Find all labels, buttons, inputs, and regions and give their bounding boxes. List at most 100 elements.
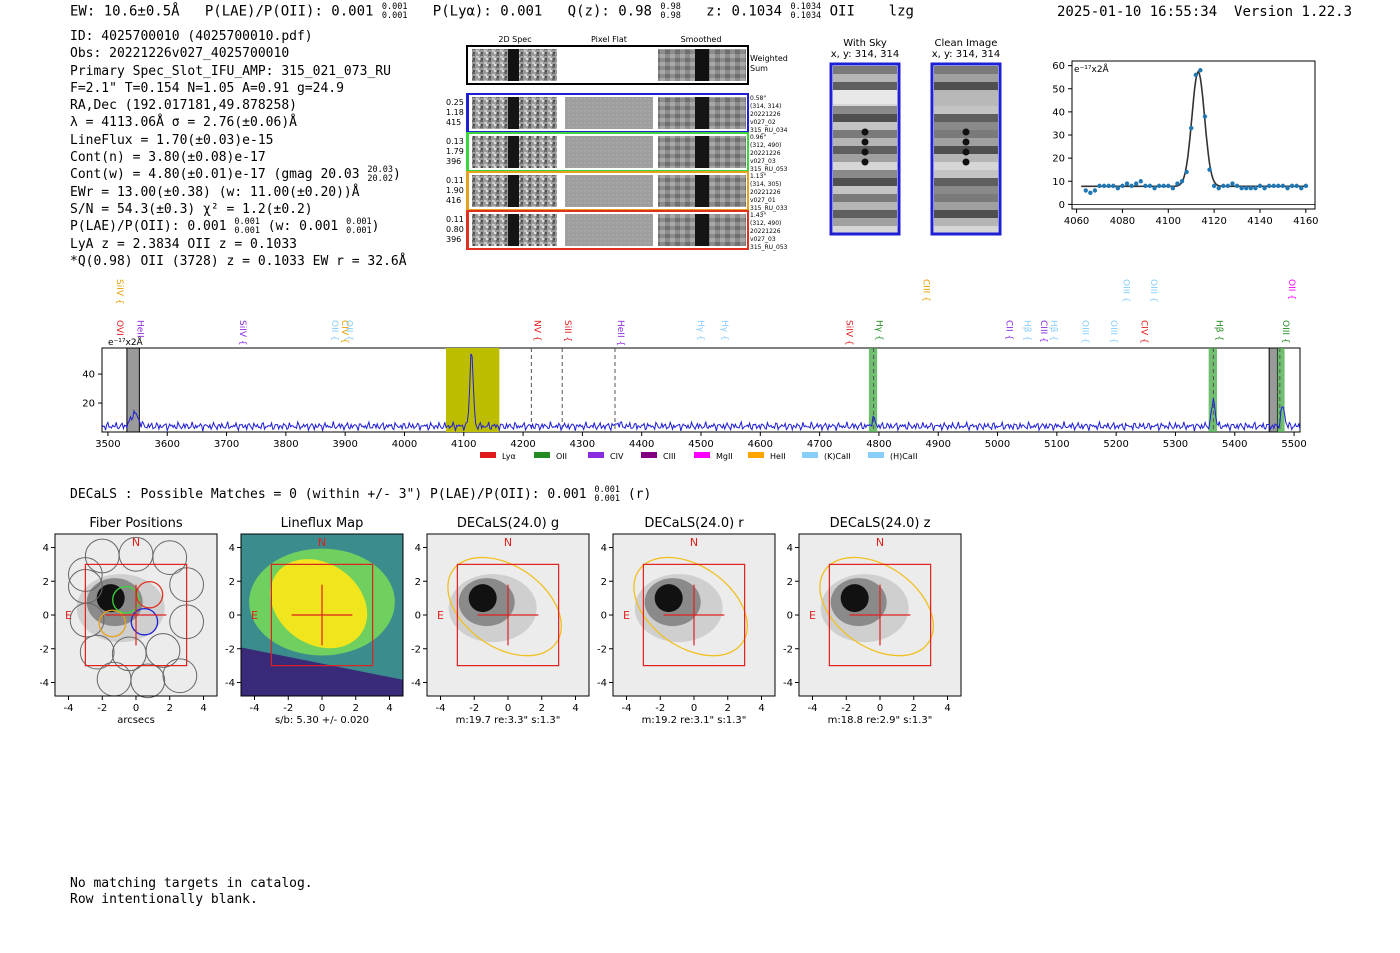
north-label: N	[132, 536, 140, 549]
clean-source	[962, 158, 970, 166]
fit-ytick-label: 10	[1052, 177, 1065, 188]
fit-data-point	[1248, 185, 1254, 191]
plae-lo: 0.001	[381, 10, 408, 21]
cutout-right-label: v027_02	[750, 119, 776, 126]
search-box	[84, 563, 188, 667]
panel-title: DECaLS(24.0) r	[644, 516, 744, 531]
east-label: E	[437, 609, 444, 622]
fit-data-point	[1294, 183, 1299, 189]
sky-strip	[833, 178, 897, 186]
cutout-right-label: 315_RU_033	[750, 205, 788, 212]
spec-line-band	[1208, 348, 1217, 432]
galaxy-core	[840, 584, 869, 613]
withsky-frame	[829, 62, 901, 236]
legend-label: CIV	[610, 452, 624, 461]
spec-xtick-label: 3700	[214, 439, 239, 450]
panel-xtick-label: -4	[250, 703, 260, 714]
panel-xtick-label: -2	[469, 703, 479, 714]
galaxy-core	[468, 584, 497, 613]
fiber-position	[98, 609, 127, 638]
spec-line-label-top: CIII {	[920, 279, 930, 302]
sky-source	[861, 138, 869, 146]
cutout-right-label: v027_03	[750, 236, 776, 243]
panel-xtick-label: 0	[319, 703, 325, 714]
panel-ytick-label: -4	[411, 678, 421, 689]
panel-xtick-label: -4	[64, 703, 74, 714]
plae-b-lo: 0.001	[346, 225, 372, 236]
fiber-ring	[79, 634, 115, 670]
panel-ytick-label: 2	[229, 577, 235, 588]
cutout-right-label: 315_RU_053	[750, 244, 788, 251]
panel-xtick-label: -4	[808, 703, 818, 714]
fit-data-point	[1257, 183, 1263, 189]
fit-data-point	[1207, 167, 1212, 172]
spec-xtick-label: 4200	[510, 439, 535, 450]
fit-data-point	[1170, 185, 1176, 191]
sky-strip	[833, 226, 897, 234]
decals-hi: 0.001	[594, 485, 620, 495]
fit-xtick-label: 4120	[1201, 216, 1226, 227]
line-id: OII	[829, 3, 855, 20]
plae-text: P(LAE)/P(OII): 0.001	[70, 219, 227, 235]
sky-strip	[833, 162, 897, 170]
north-label: N	[876, 536, 884, 549]
col-2d-spec: 2D Spec	[498, 35, 531, 44]
legend-swatch	[641, 452, 657, 458]
cutout-right-label: 0.58"	[750, 95, 766, 102]
spec-line-label: CIII {	[1038, 320, 1048, 343]
fit-ytick-label: 60	[1052, 61, 1065, 72]
panel-xtick-label: 4	[944, 703, 950, 714]
cutout-left-label: 0.80	[446, 225, 464, 234]
spec-xtick-label: 5000	[985, 439, 1010, 450]
panel-ytick-label: 2	[415, 577, 421, 588]
plae-a-range: 0.001 0.001	[234, 218, 260, 235]
info-lya: LyA z = 2.3834 OII z = 0.1033	[70, 236, 297, 252]
spec-line-label-top: OIII {	[1120, 279, 1130, 303]
panel-ytick-label: 4	[43, 543, 49, 554]
image-panels: Fiber Positions N E -4 -2 0 2 4 4 2 0 -2 -4 arcsecs Li…	[40, 516, 962, 725]
fit-data-point	[1175, 181, 1180, 186]
cutout-smooth-line	[695, 136, 709, 168]
fiber-ring	[145, 633, 181, 668]
sky-source	[861, 148, 869, 156]
north-label: N	[504, 536, 512, 549]
clean-frame	[930, 62, 1002, 236]
spec-line-label: CIV {	[1139, 320, 1149, 344]
clean-strip	[934, 194, 998, 202]
sky-strip	[833, 114, 897, 122]
legend-label: Lyα	[502, 452, 516, 461]
spec-ytick-label: 20	[82, 399, 95, 410]
panel-xtick-label: 4	[386, 703, 392, 714]
cutout-smooth-line	[695, 97, 709, 129]
plae-w-text: (w: 0.001	[267, 219, 339, 235]
info-primary: Primary Spec_Slot_IFU_AMP: 315_021_073_R…	[70, 63, 391, 79]
qz-range: 0.98 0.98	[660, 3, 680, 20]
catalog-note: No matching targets in catalog. Row inten…	[70, 876, 313, 908]
clean-strip	[934, 154, 998, 162]
search-box	[270, 563, 374, 667]
note-line-2: Row intentionally blank.	[70, 892, 258, 907]
fiber-ring	[152, 540, 188, 575]
note-line-1: No matching targets in catalog.	[70, 876, 313, 891]
col-pixel-flat: Pixel Flat	[591, 35, 627, 44]
fit-data-point	[1138, 179, 1143, 184]
clean-strip	[934, 202, 998, 210]
clean-strip	[934, 82, 998, 90]
fit-ylabel: e⁻¹⁷x2Å	[1074, 63, 1110, 75]
spec-line-label: OVI	[114, 320, 124, 336]
cutout-right-label: (312, 490)	[750, 142, 781, 149]
cutout-flat	[565, 214, 653, 246]
cutout-left-label: 1.79	[446, 147, 464, 156]
fiber-ring	[162, 658, 198, 694]
spec-line-label: HeII {	[615, 320, 625, 346]
fit-data-point	[1184, 169, 1189, 175]
panel-ytick-label: -4	[597, 678, 607, 689]
panel-ytick-label: 4	[601, 543, 607, 554]
clean-strip	[934, 162, 998, 170]
fit-data-point	[1143, 183, 1148, 189]
legend-label: OII	[556, 452, 567, 461]
fit-data-point	[1092, 188, 1098, 193]
sky-strip	[833, 202, 897, 210]
cutout-left-label: 415	[446, 118, 461, 127]
